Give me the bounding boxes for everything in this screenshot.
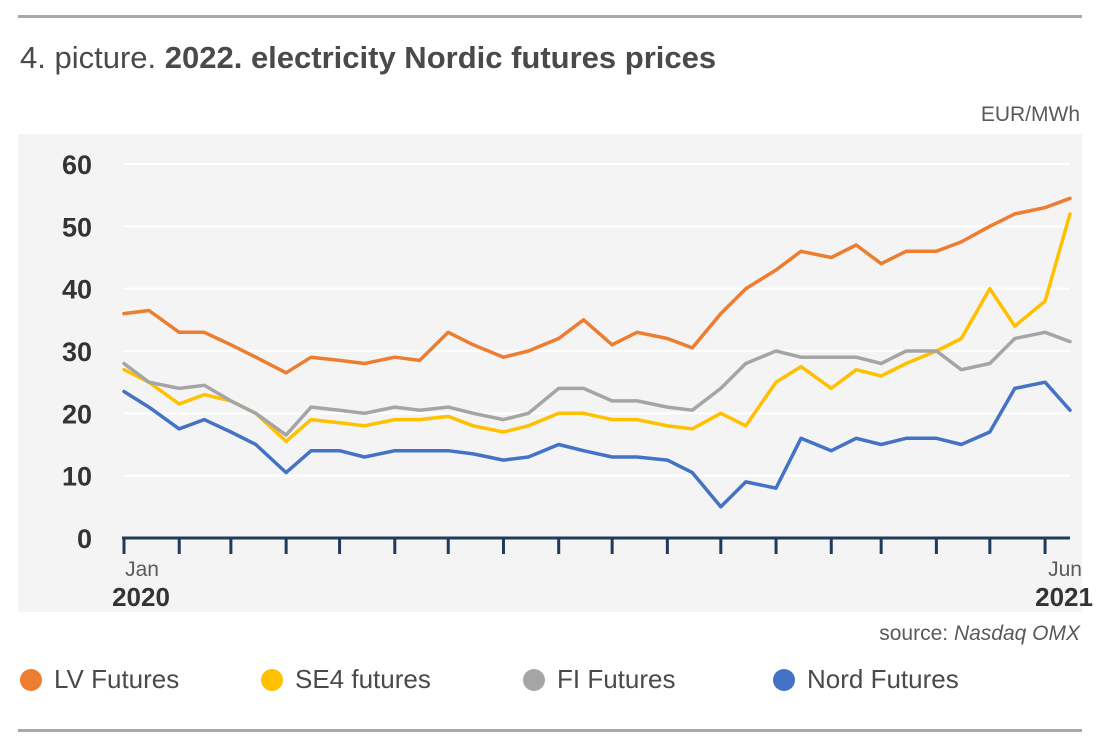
y-tick-label: 40 [62,275,92,305]
legend-label: FI Futures [557,664,676,694]
x-axis [122,536,1070,554]
top-rule [18,15,1082,18]
legend-label: SE4 futures [295,664,431,694]
series-line-nord-futures [122,380,1072,509]
source-label: source: [879,622,949,645]
x-end-year-label: 2021 [1035,582,1093,612]
y-tick-label: 50 [62,212,92,242]
y-tick-label: 20 [62,399,92,429]
y-tick-label: 0 [77,524,92,554]
series-line-lv-futures [122,196,1072,375]
title-bold: 2022. electricity Nordic futures prices [164,40,717,75]
x-start-month-label: Jan [125,558,159,581]
x-start-year-label: 2020 [112,582,170,612]
legend: LV Futures SE4 futures FI Futures Nord Futu… [20,664,1100,698]
legend-item: SE4 futures [261,664,431,695]
legend-dot-icon [20,668,42,691]
source-name: Nasdaq OMX [953,622,1080,645]
legend-item: FI Futures [523,664,675,695]
title-prefix: 4. picture. [20,40,157,75]
x-end-month-label: Jun [1048,558,1082,581]
unit-label: EUR/MWh [980,103,1080,126]
source-note: source: Nasdaq OMX [879,622,1080,646]
legend-label: Nord Futures [807,664,959,694]
bottom-rule [18,729,1082,732]
legend-dot-icon [261,668,283,691]
y-tick-label: 10 [62,462,92,492]
series-line-se4-futures [122,212,1072,444]
series-line-fi-futures [122,330,1072,437]
legend-dot-icon [773,668,795,691]
y-axis-ticks: 0 10 20 30 40 50 60 [62,150,92,554]
plot-background [18,134,1082,612]
y-tick-label: 30 [62,337,92,367]
legend-label: LV Futures [54,664,180,694]
y-tick-label: 60 [62,150,92,180]
chart-title: 4. picture. 2022. electricity Nordic fut… [20,40,716,76]
series-lines [122,196,1072,509]
gridlines [124,163,1070,477]
legend-item: Nord Futures [773,664,959,695]
legend-dot-icon [523,668,545,691]
legend-item: LV Futures [20,664,179,695]
